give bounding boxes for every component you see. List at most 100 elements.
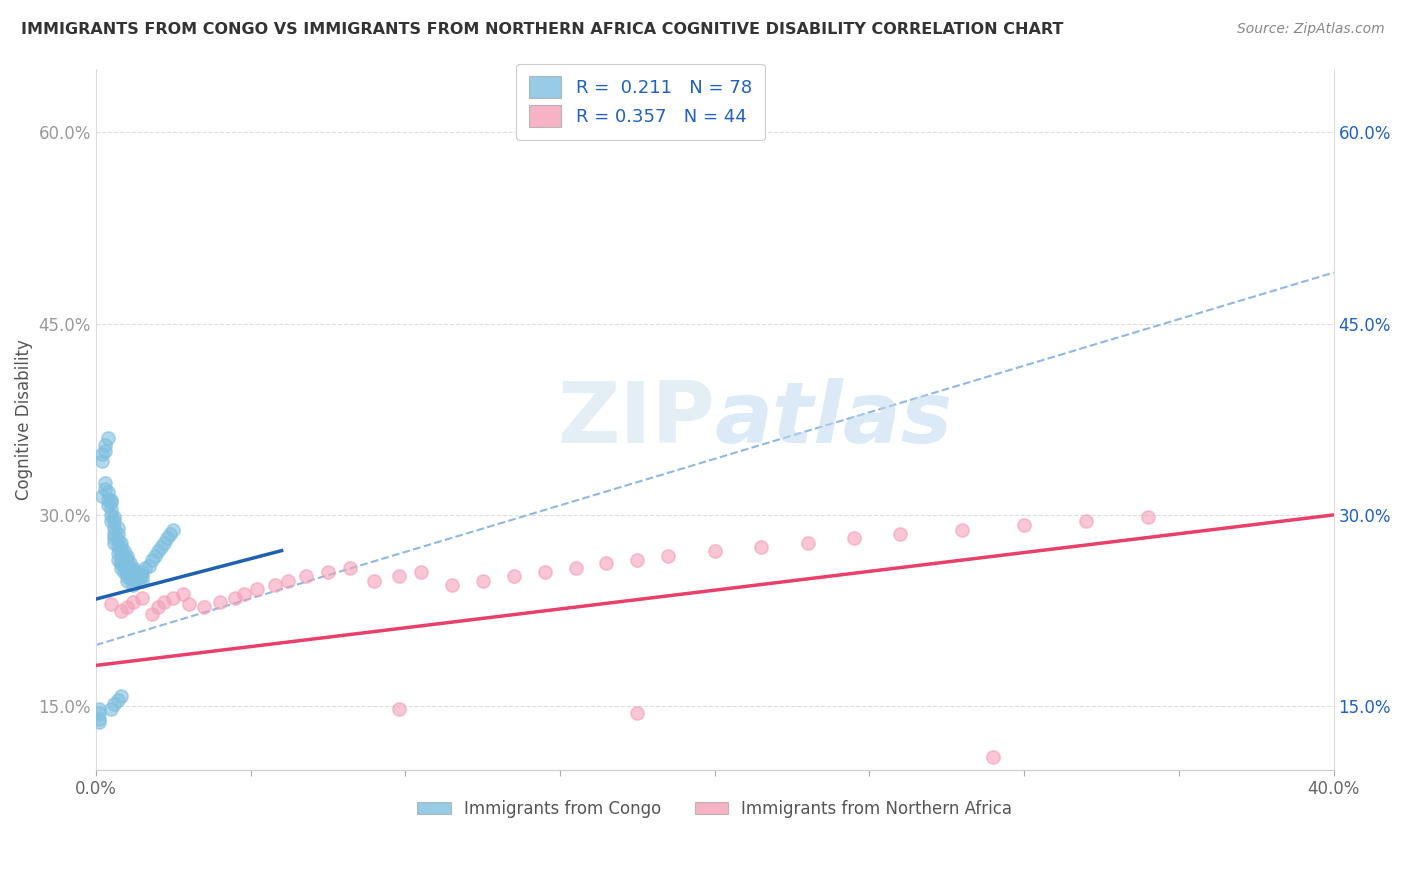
- Point: [153, 594, 176, 608]
- Point: [112, 558, 135, 573]
- Point: [103, 510, 125, 524]
- Point: [118, 561, 141, 575]
- Point: [131, 566, 153, 580]
- Point: [118, 557, 141, 571]
- Point: [100, 597, 122, 611]
- Point: [1074, 514, 1097, 528]
- Point: [94, 483, 117, 497]
- Point: [533, 566, 555, 580]
- Point: [1012, 518, 1035, 533]
- Point: [107, 521, 129, 535]
- Point: [115, 574, 138, 589]
- Point: [146, 599, 169, 614]
- Point: [100, 702, 122, 716]
- Point: [103, 514, 125, 528]
- Point: [224, 591, 246, 605]
- Point: [103, 697, 125, 711]
- Point: [115, 569, 138, 583]
- Point: [1136, 510, 1159, 524]
- Point: [97, 492, 120, 507]
- Text: IMMIGRANTS FROM CONGO VS IMMIGRANTS FROM NORTHERN AFRICA COGNITIVE DISABILITY CO: IMMIGRANTS FROM CONGO VS IMMIGRANTS FROM…: [21, 22, 1063, 37]
- Point: [153, 536, 176, 550]
- Point: [295, 569, 318, 583]
- Point: [110, 536, 132, 550]
- Point: [110, 689, 132, 703]
- Point: [87, 702, 110, 716]
- Point: [233, 587, 256, 601]
- Point: [657, 549, 679, 563]
- Point: [112, 549, 135, 563]
- Point: [162, 591, 184, 605]
- Point: [97, 431, 120, 445]
- Point: [87, 712, 110, 726]
- Point: [172, 587, 194, 601]
- Point: [796, 536, 818, 550]
- Point: [146, 543, 169, 558]
- Point: [115, 566, 138, 580]
- Point: [107, 693, 129, 707]
- Point: [110, 557, 132, 571]
- Point: [131, 574, 153, 589]
- Point: [125, 572, 148, 586]
- Point: [246, 582, 269, 596]
- Point: [626, 706, 648, 720]
- Point: [100, 495, 122, 509]
- Point: [208, 594, 231, 608]
- Point: [112, 566, 135, 580]
- Point: [91, 447, 114, 461]
- Point: [107, 546, 129, 560]
- Point: [749, 540, 772, 554]
- Point: [87, 706, 110, 720]
- Point: [112, 552, 135, 566]
- Point: [363, 574, 385, 589]
- Text: atlas: atlas: [714, 377, 953, 461]
- Point: [143, 549, 166, 563]
- Point: [115, 549, 138, 563]
- Point: [128, 574, 150, 589]
- Point: [177, 597, 200, 611]
- Point: [156, 531, 179, 545]
- Point: [107, 527, 129, 541]
- Point: [595, 557, 617, 571]
- Point: [103, 536, 125, 550]
- Point: [94, 444, 117, 458]
- Point: [97, 498, 120, 512]
- Point: [94, 438, 117, 452]
- Point: [842, 531, 865, 545]
- Point: [107, 533, 129, 548]
- Point: [91, 489, 114, 503]
- Point: [138, 558, 160, 573]
- Point: [134, 561, 156, 575]
- Point: [107, 540, 129, 554]
- Point: [149, 540, 172, 554]
- Point: [193, 599, 215, 614]
- Point: [388, 702, 411, 716]
- Point: [564, 561, 586, 575]
- Point: [115, 552, 138, 566]
- Point: [94, 476, 117, 491]
- Point: [316, 566, 339, 580]
- Point: [141, 607, 163, 622]
- Point: [339, 561, 361, 575]
- Point: [115, 599, 138, 614]
- Point: [122, 594, 145, 608]
- Point: [100, 514, 122, 528]
- Point: [159, 527, 181, 541]
- Point: [162, 523, 184, 537]
- Point: [112, 543, 135, 558]
- Point: [471, 574, 494, 589]
- Point: [141, 552, 163, 566]
- Point: [103, 521, 125, 535]
- Point: [264, 578, 287, 592]
- Point: [128, 569, 150, 583]
- Point: [100, 508, 122, 522]
- Point: [110, 540, 132, 554]
- Point: [110, 546, 132, 560]
- Point: [131, 569, 153, 583]
- Point: [115, 558, 138, 573]
- Point: [103, 527, 125, 541]
- Point: [103, 531, 125, 545]
- Point: [626, 552, 648, 566]
- Point: [118, 566, 141, 580]
- Point: [110, 561, 132, 575]
